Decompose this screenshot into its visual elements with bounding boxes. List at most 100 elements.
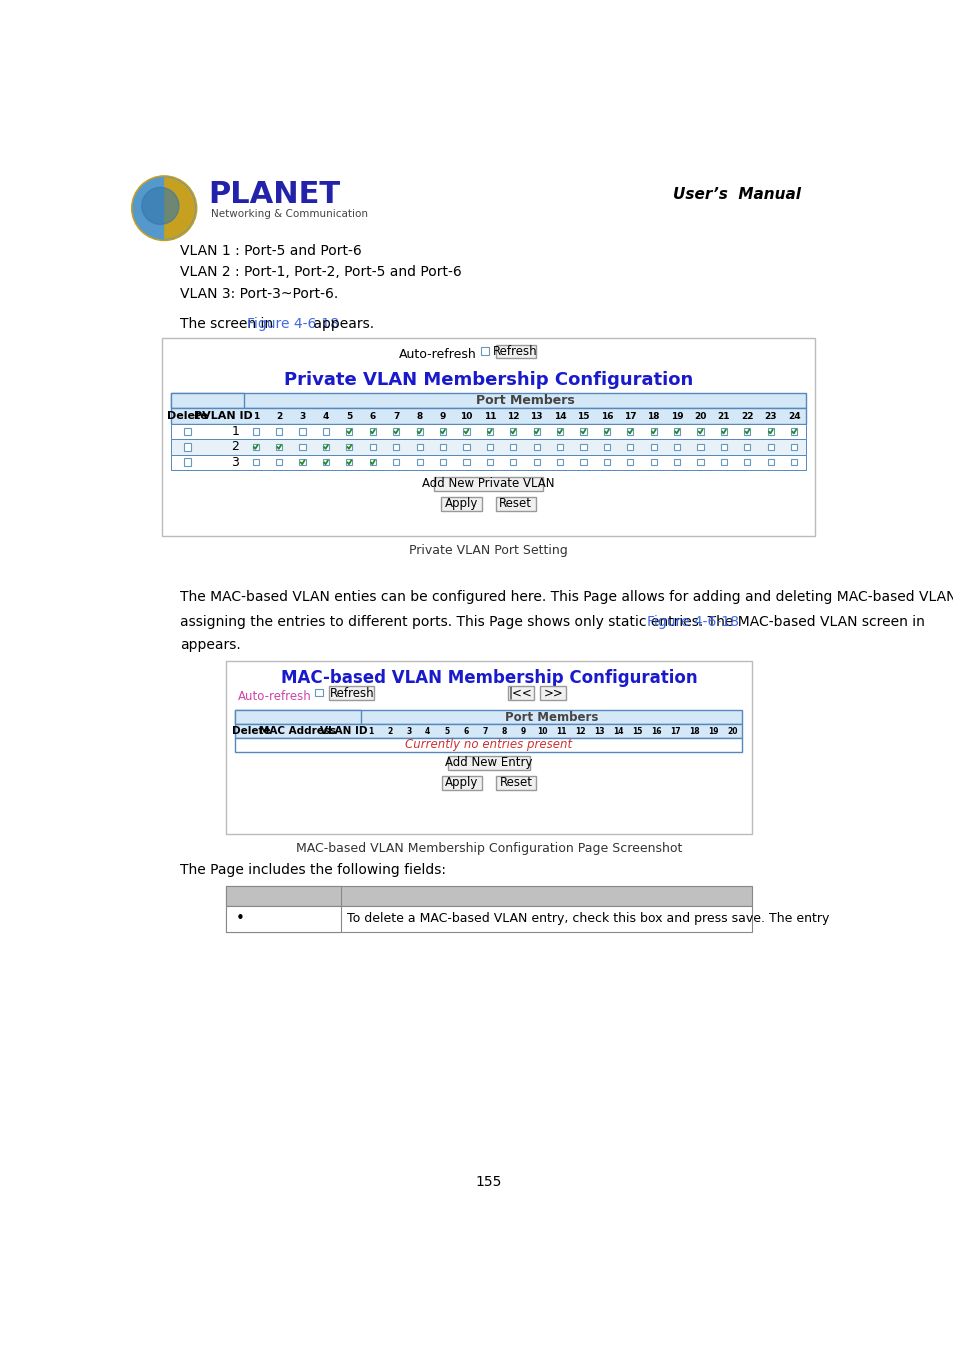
Text: 22: 22 [740,412,753,421]
Bar [626,459,633,466]
Bar [235,710,741,724]
Bar [650,428,656,435]
Text: 20: 20 [694,412,706,421]
Bar [275,428,282,435]
Bar [439,459,446,466]
Bar [674,459,679,466]
Bar [579,444,586,450]
Text: 18: 18 [647,412,659,421]
Bar [235,724,741,738]
Bar [183,428,192,435]
Bar [235,738,741,752]
Text: 15: 15 [632,726,642,736]
Text: 1: 1 [232,425,239,437]
Text: 13: 13 [530,412,542,421]
Bar [171,424,805,439]
Text: 11: 11 [483,412,496,421]
Bar [790,459,797,466]
Bar [171,439,805,455]
Text: 13: 13 [594,726,604,736]
Text: Auto-refresh: Auto-refresh [237,690,311,703]
Bar [439,428,446,435]
Bar [507,686,534,701]
Text: 2: 2 [275,412,282,421]
Text: 10: 10 [459,412,472,421]
Text: VLAN 2 : Port-1, Port-2, Port-5 and Port-6: VLAN 2 : Port-1, Port-2, Port-5 and Port… [179,265,461,279]
Bar [533,444,539,450]
Text: The MAC-based VLAN enties can be configured here. This Page allows for adding an: The MAC-based VLAN enties can be configu… [179,590,953,603]
Bar [434,477,542,491]
Text: 5: 5 [444,726,449,736]
Text: Figure 4-6-18: Figure 4-6-18 [646,614,738,629]
Bar [299,459,305,466]
Bar [486,428,493,435]
Text: 15: 15 [577,412,589,421]
Text: 3: 3 [299,412,305,421]
Bar [496,776,536,790]
Text: 155: 155 [476,1176,501,1189]
Bar [603,428,609,435]
Text: MAC-based VLAN Membership Configuration Page Screenshot: MAC-based VLAN Membership Configuration … [295,841,681,855]
Bar [486,459,493,466]
Bar [463,459,469,466]
Bar [370,428,375,435]
Text: 17: 17 [670,726,680,736]
Bar [226,886,340,906]
Text: Private VLAN Membership Configuration: Private VLAN Membership Configuration [284,371,693,389]
Bar [441,497,481,510]
Bar [674,428,679,435]
Bar [463,428,469,435]
Bar [697,459,703,466]
Circle shape [133,177,195,239]
Bar [480,347,488,355]
Bar [720,444,726,450]
Bar [495,344,536,358]
Text: PVLAN ID: PVLAN ID [194,412,253,421]
Bar [539,686,566,701]
Bar [674,444,679,450]
Bar [322,444,329,450]
Text: 8: 8 [416,412,422,421]
Bar [329,686,374,701]
Bar [370,459,375,466]
Bar [533,428,539,435]
Text: 6: 6 [369,412,375,421]
Bar [370,444,375,450]
Bar [235,710,360,724]
Text: 5: 5 [346,412,352,421]
Text: User’s  Manual: User’s Manual [673,186,801,202]
Bar [510,428,516,435]
Text: PLANET: PLANET [208,180,340,209]
Text: 1: 1 [368,726,373,736]
Bar [416,444,422,450]
Text: •: • [235,911,244,926]
Text: Apply: Apply [444,497,477,510]
Bar [253,444,258,450]
Bar [650,459,656,466]
Text: Networking & Communication: Networking & Communication [211,209,367,219]
Bar [416,459,422,466]
Bar [626,444,633,450]
Text: 19: 19 [670,412,682,421]
Text: The screen in: The screen in [179,317,277,331]
Text: MAC-based VLAN Membership Configuration: MAC-based VLAN Membership Configuration [280,668,697,687]
Text: 7: 7 [482,726,487,736]
Text: 17: 17 [623,412,636,421]
Bar [603,459,609,466]
Text: assigning the entries to different ports. This Page shows only static entries. T: assigning the entries to different ports… [179,614,928,629]
Bar [720,428,726,435]
Text: 3: 3 [406,726,411,736]
Text: Add New Entry: Add New Entry [445,756,532,770]
Bar [183,443,192,451]
Bar [275,459,282,466]
Text: 14: 14 [553,412,566,421]
Bar [226,906,751,931]
Bar [346,444,352,450]
Bar [183,459,192,466]
Bar [533,459,539,466]
Text: 2: 2 [232,440,239,454]
Text: Delete: Delete [233,726,271,736]
Bar [510,459,516,466]
Text: Refresh: Refresh [493,344,537,358]
Bar [315,688,323,697]
